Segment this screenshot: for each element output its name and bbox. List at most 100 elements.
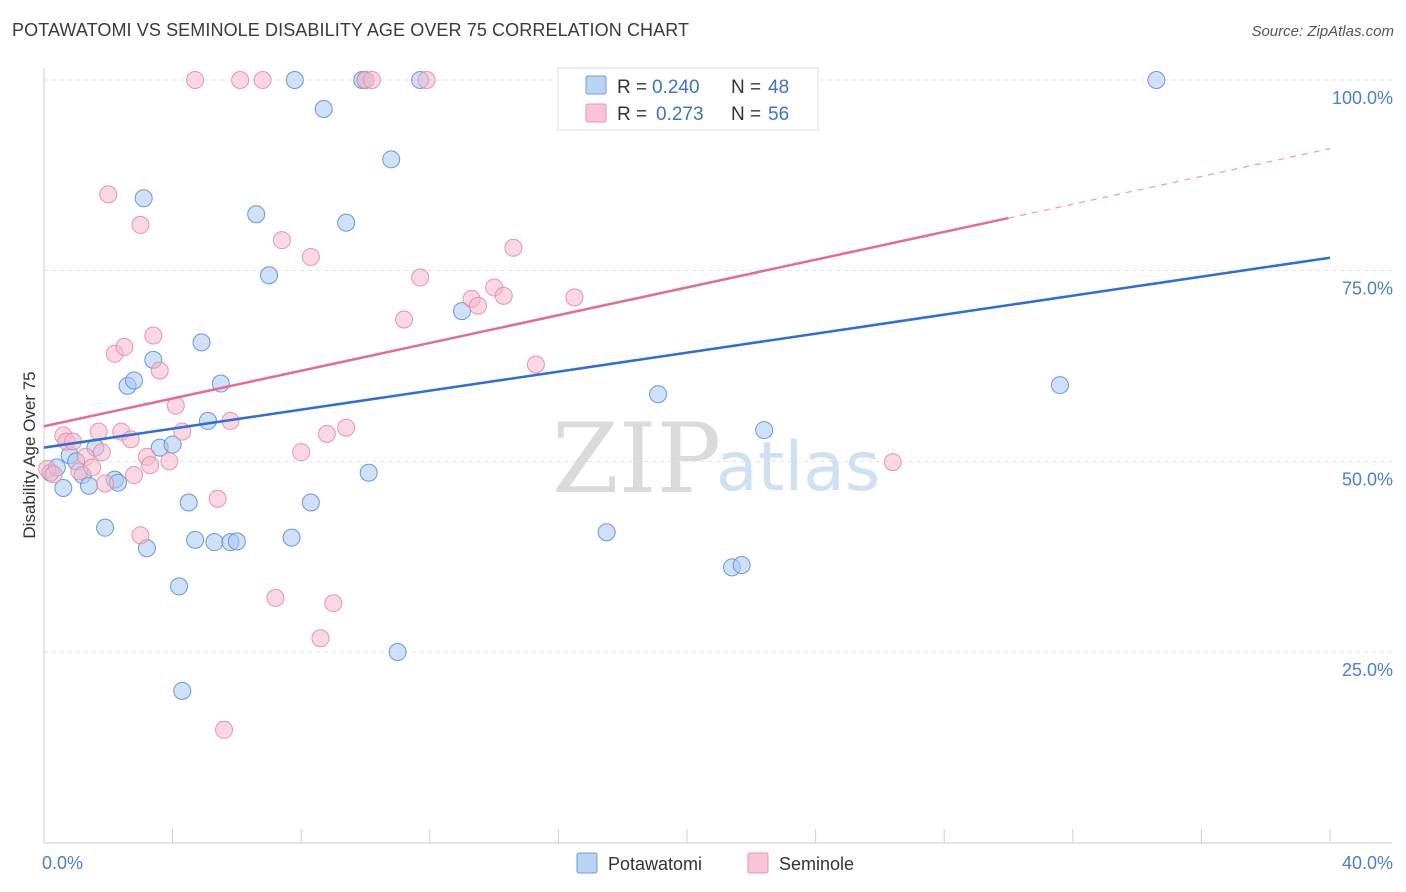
y-axis-label: Disability Age Over 75 [20,371,39,538]
y-tick-label: 100.0% [1332,88,1393,108]
point-seminole [362,71,381,89]
point-potawatomi [382,150,401,169]
point-potawatomi [1147,71,1166,89]
point-seminole [83,458,102,477]
point-seminole [125,466,144,485]
x-tick-label-min: 0.0% [42,853,83,873]
legend-r-value-potawatomi: 0.240 [652,77,700,98]
point-potawatomi [755,421,774,440]
point-seminole [317,424,336,443]
point-potawatomi [732,556,751,575]
point-potawatomi [359,463,378,482]
bottom-legend-label-seminole: Seminole [779,854,854,874]
legend-swatch-potawatomi [585,75,607,95]
gridlines [44,79,1392,653]
x-tick-label-max: 40.0% [1342,853,1393,873]
point-seminole [324,594,343,613]
point-seminole [99,185,118,204]
point-seminole [292,443,311,462]
trend-line-potawatomi [43,256,1331,449]
source-label: Source: ZipAtlas.com [1251,23,1394,40]
point-seminole [301,247,320,266]
point-seminole [141,456,160,475]
point-potawatomi [54,479,73,498]
point-potawatomi [80,476,99,495]
point-seminole [337,418,356,437]
point-seminole [504,238,523,257]
point-seminole [411,268,430,287]
point-potawatomi [170,577,189,596]
legend-r-value-seminole: 0.273 [656,104,704,125]
bottom-legend-label-potawatomi: Potawatomi [608,854,702,874]
legend-n-label-potawatomi: N = [731,77,761,98]
point-potawatomi [597,523,616,542]
point-seminole [150,361,169,380]
chart-title: POTAWATOMI VS SEMINOLE DISABILITY AGE OV… [12,20,690,40]
y-tick-label: 50.0% [1342,469,1393,489]
axes: 25.0% 50.0% 75.0% 100.0% [43,68,1393,844]
point-potawatomi [388,643,407,661]
legend-r-label-seminole: R = [617,104,647,125]
point-seminole [565,288,584,307]
trend-line-seminole [43,216,1009,428]
point-seminole [131,215,150,234]
point-potawatomi [173,681,192,700]
y-tick-label: 75.0% [1342,279,1393,299]
point-potawatomi [227,532,246,551]
point-potawatomi [96,518,115,537]
point-potawatomi [205,533,224,552]
legend-n-value-potawatomi: 48 [768,77,789,98]
point-seminole [253,71,272,89]
watermark-atlas: atlas [716,428,880,507]
point-seminole [186,71,205,89]
point-seminole [469,296,488,315]
point-potawatomi [134,189,153,208]
bottom-legend-swatch-potawatomi [576,852,598,874]
point-seminole [311,629,330,648]
point-potawatomi [282,528,301,547]
point-potawatomi [198,411,217,430]
point-seminole [96,474,115,493]
point-seminole [272,231,291,250]
point-potawatomi [285,71,304,89]
point-potawatomi [649,385,668,404]
point-seminole [231,71,250,89]
point-seminole [144,326,163,345]
bottom-legend-swatch-seminole [747,852,769,874]
point-potawatomi [179,493,198,512]
trend-lines [43,148,1331,449]
point-seminole [131,526,150,545]
point-seminole [266,588,285,607]
point-potawatomi [247,205,266,224]
legend-r-label-potawatomi: R = [617,77,647,98]
point-potawatomi [452,302,471,321]
trend-line-extension-seminole [1008,148,1331,219]
point-seminole [92,443,111,462]
legend-n-label-seminole: N = [731,104,761,125]
legend-n-value-seminole: 56 [768,104,789,125]
watermark-zip: ZIP [552,403,721,515]
point-seminole [883,453,902,472]
point-potawatomi [186,530,205,549]
point-potawatomi [125,371,144,390]
point-seminole [115,337,134,356]
bottom-legend: Potawatomi Seminole [576,852,854,874]
point-seminole [208,489,227,508]
legend: R = 0.240 N = 48 R = 0.273 N = 56 [557,67,819,131]
point-seminole [215,720,234,739]
point-seminole [395,310,414,329]
point-seminole [526,355,545,374]
point-seminole [44,465,63,484]
point-potawatomi [301,493,320,512]
point-potawatomi [337,213,356,232]
legend-swatch-seminole [585,103,607,123]
point-potawatomi [192,333,211,352]
point-seminole [417,71,436,89]
point-potawatomi [1050,376,1069,395]
point-seminole [494,286,513,305]
point-seminole [160,452,179,471]
point-potawatomi [260,266,279,285]
point-potawatomi [314,99,333,118]
data-points [38,71,1166,739]
